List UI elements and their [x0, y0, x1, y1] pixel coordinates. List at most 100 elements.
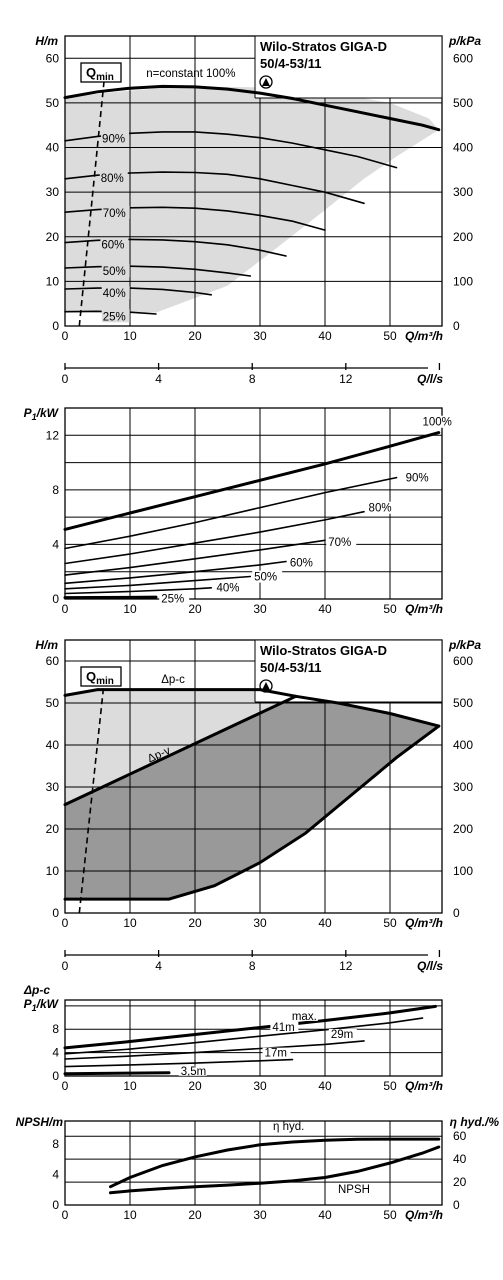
y-tick-label: 8	[52, 1022, 59, 1036]
chart-title: Wilo-Stratos GIGA-D	[260, 643, 387, 658]
y-axis-label-mode: Δp-c	[23, 983, 50, 997]
x-tick-label: 50	[383, 602, 397, 616]
ls-tick-label: 8	[249, 372, 256, 386]
qmin-line	[78, 62, 107, 327]
x-tick-label: 50	[383, 1079, 397, 1093]
x-tick-label: 10	[123, 329, 137, 343]
x-tick-label: 20	[188, 602, 202, 616]
control-power-curve-17m	[64, 1058, 294, 1068]
speed-curve-50-	[64, 265, 252, 277]
series-label: 25%	[161, 593, 184, 605]
annotation-label: 90%	[102, 133, 125, 145]
ls-tick-label: 8	[249, 959, 256, 973]
control-power-curve-29m	[64, 1040, 365, 1060]
title-box	[255, 36, 442, 98]
control-curve-min	[63, 724, 441, 901]
plot-frame	[64, 407, 443, 600]
y2-tick-label: 600	[453, 654, 473, 668]
x-tick-label: 0	[62, 1079, 69, 1093]
y-tick-label: 30	[46, 780, 60, 794]
x-tick-label: 10	[123, 602, 137, 616]
qmin-line	[78, 665, 107, 914]
y2-tick-label: 500	[453, 96, 473, 110]
x-tick-label: 40	[318, 1208, 332, 1222]
series-label: 41m	[272, 1022, 294, 1034]
ls-tick-label: 0	[62, 959, 69, 973]
y-axis-label: H/m	[35, 638, 58, 652]
x-tick-label: 10	[123, 1208, 137, 1222]
series-label: 100%	[423, 417, 452, 429]
annotation-label: 40%	[103, 288, 126, 300]
series-label: 29m	[331, 1029, 353, 1041]
operating-area	[65, 86, 439, 313]
power-curve-70-	[64, 539, 326, 576]
x-tick-label: 40	[318, 329, 332, 343]
x-tick-label: 40	[318, 916, 332, 930]
annotation-bg	[101, 309, 130, 323]
y-tick-label: 0	[52, 1069, 59, 1083]
annotation-bg	[101, 264, 130, 278]
y-tick-label: 0	[52, 906, 59, 920]
y-tick-label: 60	[46, 654, 60, 668]
x-axis-label: Q/m³/h	[405, 329, 443, 343]
power-curve-25-	[63, 595, 158, 600]
series-label-bg	[328, 1029, 357, 1039]
annotation-bg	[99, 170, 128, 184]
speed-curve-n-constant-100-	[63, 84, 441, 132]
y-tick-label: 30	[46, 185, 60, 199]
series-label-bg	[403, 471, 434, 484]
y2-tick-label: 300	[453, 185, 473, 199]
y2-tick-label: 200	[453, 230, 473, 244]
annotation-bg	[100, 237, 129, 251]
control-power-curve-3-5m	[63, 1071, 171, 1076]
y-tick-label: 10	[46, 274, 60, 288]
power-curve-60-	[64, 560, 287, 585]
annotation-label: 70%	[103, 208, 126, 220]
y-axis-label: P1/kW	[24, 406, 60, 422]
power-curve-100-	[63, 431, 441, 531]
y2-axis-label: p/kPa	[448, 638, 481, 652]
series-label: 70%	[328, 537, 351, 549]
y-tick-label: 10	[46, 864, 60, 878]
x-tick-label: 30	[253, 1079, 267, 1093]
y2-tick-label: 60	[453, 1129, 467, 1143]
x-tick-label: 40	[318, 602, 332, 616]
x-tick-label: 50	[383, 1208, 397, 1222]
x-axis-label: Q/m³/h	[405, 1079, 443, 1093]
x-axis-label: Q/m³/h	[405, 916, 443, 930]
title-box	[255, 640, 442, 702]
npsh-eta-chart: η hyd. NPSH 0 10 20 30 40 50 0 4 8 0 20 40 60 NPSH/m η h…	[16, 1115, 500, 1222]
y-tick-label: 0	[52, 1198, 59, 1212]
annotation-label: 80%	[101, 173, 124, 185]
x-tick-label: 0	[62, 1208, 69, 1222]
series-label: 90%	[406, 473, 429, 485]
ls-tick-label: 0	[62, 372, 69, 386]
y-axis-label: P1/kW	[24, 997, 60, 1013]
y-tick-label: 8	[52, 483, 59, 497]
annotation-label: 60%	[101, 239, 124, 251]
y2-axis-label: η hyd./%	[450, 1115, 500, 1129]
qmin-label-box: Qmin	[80, 666, 122, 687]
efficiency-curve	[109, 1137, 441, 1189]
x-tick-label: 30	[253, 1208, 267, 1222]
annotation-label: 25%	[103, 311, 126, 323]
annotation-label: 50%	[103, 266, 126, 278]
y-tick-label: 20	[46, 822, 60, 836]
p1-control-chart: max.41m 29m 17m 3,5m 0 10 20 30 40 50 0 4 8 Δp-cP1/kW…	[23, 983, 443, 1093]
power-curve-90-	[64, 476, 398, 550]
y-tick-label: 12	[46, 428, 60, 442]
series-label-bg	[326, 535, 357, 548]
dp-v-area	[65, 696, 439, 900]
qmin-label: Qmin	[86, 669, 114, 687]
series-label-bg	[178, 1065, 207, 1076]
y2-tick-label: 600	[453, 51, 473, 65]
hq-control-chart: Wilo-Stratos GIGA-D50/4-53/11Δp-cΔp-vQmi…	[35, 638, 481, 930]
x-tick-label: 10	[123, 916, 137, 930]
chart-subtitle: 50/4-53/11	[260, 56, 321, 71]
y2-axis-label: p/kPa	[448, 34, 481, 48]
x-tick-label: 0	[62, 329, 69, 343]
dp-c-label: Δp-c	[161, 674, 185, 686]
power-curve-40-	[64, 587, 213, 595]
speed-curve-40-	[64, 287, 213, 296]
x-tick-label: 0	[62, 916, 69, 930]
